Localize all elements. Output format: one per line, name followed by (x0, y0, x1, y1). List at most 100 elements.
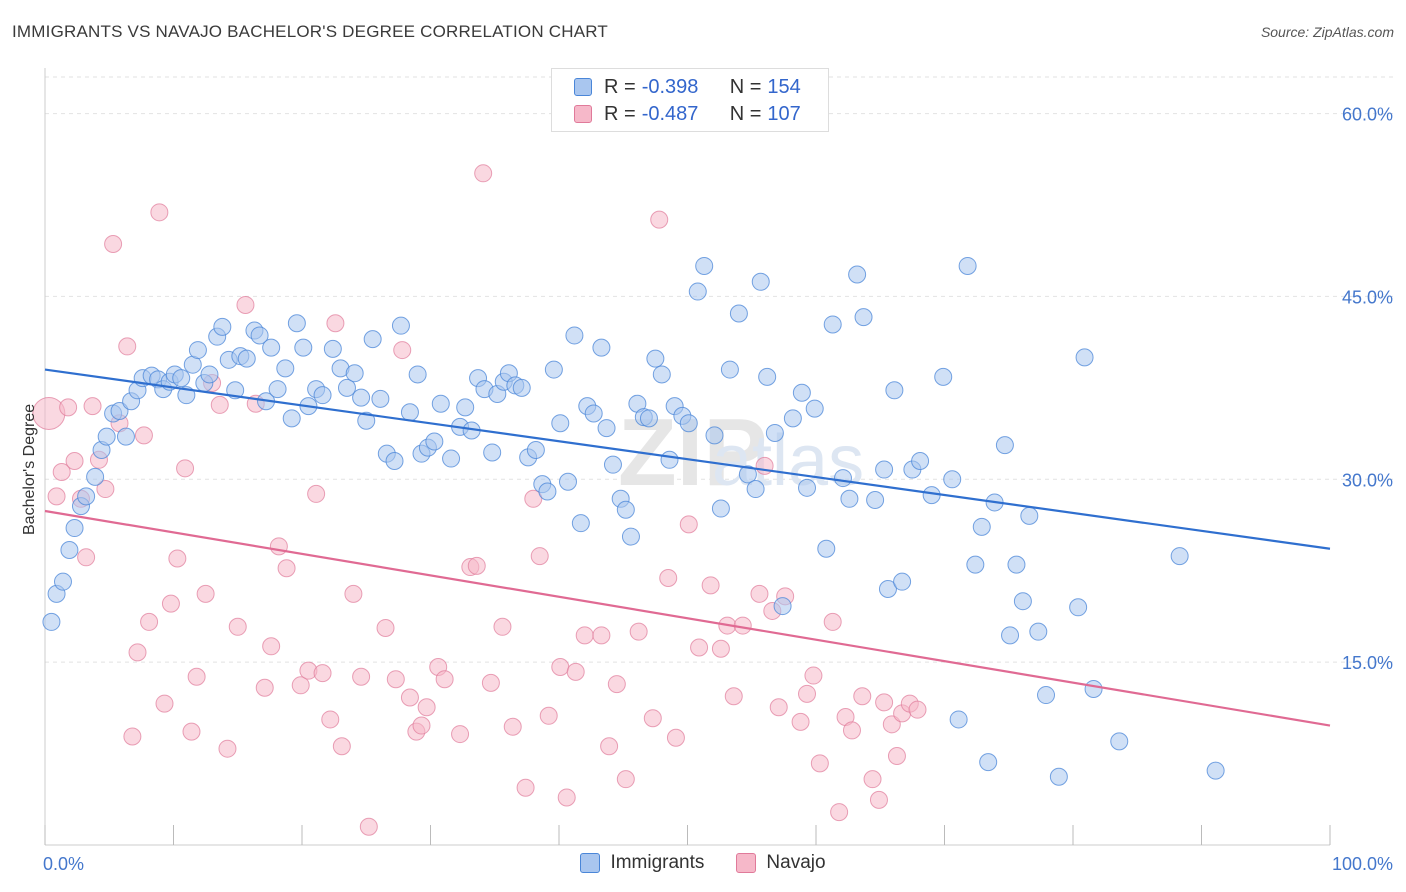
legend-r-label: R = (604, 102, 636, 125)
immigrant-point (805, 399, 824, 418)
navajo-trend-line (44, 509, 1331, 727)
legend-r-value: -0.487 (641, 102, 699, 125)
immigrant-point (840, 489, 859, 508)
immigrant-point (1084, 679, 1103, 698)
immigrant-point (551, 414, 570, 433)
immigrant-point (639, 409, 658, 428)
navajo-point (386, 670, 405, 689)
chart-source: Source: ZipAtlas.com (1260, 24, 1394, 40)
immigrant-point (200, 365, 219, 384)
navajo-point (643, 709, 662, 728)
navajo-point (352, 667, 371, 686)
navajo-point (557, 788, 576, 807)
navajo-point (823, 612, 842, 631)
x-tick-label-max: 100.0% (1332, 854, 1393, 874)
immigrant-point (751, 272, 770, 291)
immigrant-point (571, 514, 590, 533)
navajo-point (842, 721, 861, 740)
immigrant-points (42, 256, 1225, 786)
legend-item-immigrants[interactable]: Immigrants (580, 852, 704, 874)
navajo-point (332, 737, 351, 756)
immigrant-point (695, 256, 714, 275)
navajo-point (629, 622, 648, 641)
navajo-point (600, 737, 619, 756)
immigrant-point (979, 753, 998, 772)
immigrant-point (679, 414, 698, 433)
navajo-point (236, 295, 255, 314)
immigrant-point (1075, 348, 1094, 367)
navajo-point (118, 337, 137, 356)
legend-n-label: N = (729, 75, 762, 98)
legend-label-immigrants: Immigrants (610, 852, 705, 873)
immigrant-point (597, 419, 616, 438)
navajo-point (123, 727, 142, 746)
navajo-point (321, 710, 340, 729)
legend-item-navajo[interactable]: Navajo (736, 852, 826, 874)
navajo-point (724, 687, 743, 706)
immigrant-point (188, 341, 207, 360)
navajo-point (150, 203, 169, 222)
navajo-point (262, 637, 281, 656)
immigrant-point (783, 409, 802, 428)
navajo-point (566, 662, 585, 681)
immigrant-point (1001, 626, 1020, 645)
navajo-point (359, 817, 378, 836)
immigrant-point (854, 308, 873, 327)
immigrant-point (512, 378, 531, 397)
navajo-point (326, 314, 345, 333)
immigrant-point (352, 388, 371, 407)
immigrant-point (77, 487, 96, 506)
navajo-point (701, 576, 720, 595)
navajo-point (882, 715, 901, 734)
immigrant-point (878, 580, 897, 598)
immigrant-point (456, 398, 475, 417)
immigrant-point (97, 427, 116, 446)
legend-r-label: R = (604, 75, 636, 98)
immigrant-point (425, 432, 444, 451)
immigrant-point (1206, 761, 1225, 780)
immigrant-point (943, 470, 962, 489)
immigrant-point (363, 330, 382, 349)
navajo-point (804, 666, 823, 685)
navajo-point (134, 426, 153, 445)
immigrant-point (711, 499, 730, 518)
navajo-point (592, 626, 611, 645)
immigrant-point (337, 378, 356, 397)
immigrant-point (584, 404, 603, 423)
immigrant-point (213, 317, 232, 336)
navajo-point (493, 617, 512, 636)
navajo-point (47, 487, 66, 506)
navajo-point (218, 739, 237, 758)
navajo-point (104, 235, 123, 254)
immigrant-point (65, 519, 84, 538)
y-axis-label: Bachelor's Degree (21, 404, 38, 535)
legend-label-navajo: Navajo (766, 852, 826, 873)
navajo-point (83, 397, 102, 416)
legend-r-value: -0.398 (641, 75, 699, 98)
navajo-point (869, 790, 888, 809)
immigrant-point (345, 364, 364, 383)
immigrant-point (893, 572, 912, 591)
immigrant-point (1029, 622, 1048, 641)
navajo-point (659, 569, 678, 588)
immigrant-point (911, 452, 930, 470)
navajo-point (451, 725, 470, 744)
navajo-point (810, 754, 829, 773)
immigrant-point (116, 427, 135, 446)
immigrant-point (646, 349, 665, 368)
navajo-point (182, 722, 201, 741)
legend-n-value: 154 (767, 75, 801, 98)
immigrant-point (848, 265, 867, 284)
navajo-point (96, 480, 115, 499)
navajo-point (168, 549, 187, 568)
navajo-point (690, 638, 709, 657)
immigrant-point (966, 555, 985, 574)
y-tick-label: 30.0% (1342, 470, 1393, 490)
immigrants-swatch (574, 78, 592, 96)
immigrant-point (798, 478, 817, 497)
navajo-point (887, 747, 906, 766)
navajo-point (59, 398, 78, 417)
navajo-point (516, 778, 535, 797)
immigrant-point (729, 304, 748, 323)
